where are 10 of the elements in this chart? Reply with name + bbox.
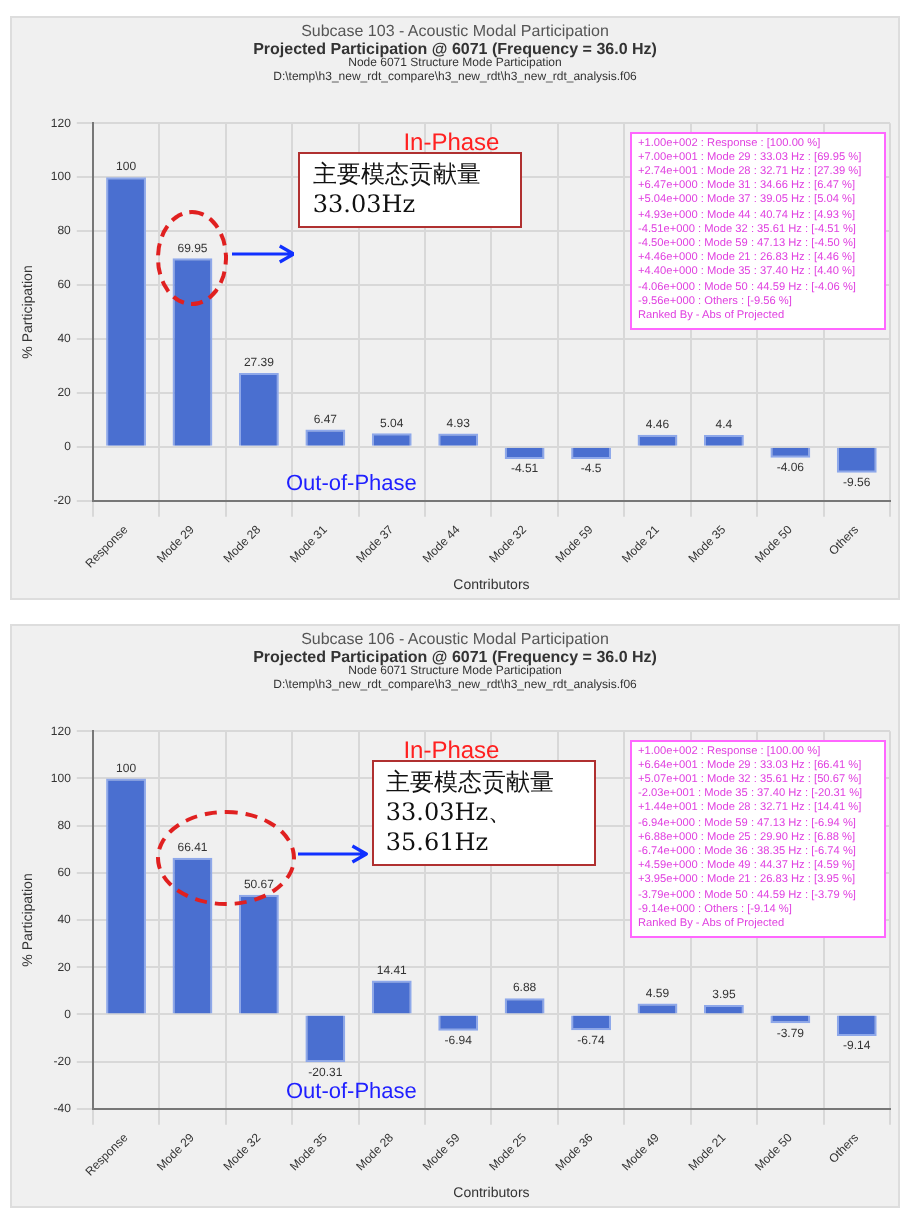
chart-subtitle: Projected Participation @ 6071 (Frequency = 36.0 Hz) <box>251 648 659 667</box>
annotation: Out-of-Phase <box>285 472 417 497</box>
annotation: 主要模态贡献量33.03Hz、35.61Hz <box>385 767 554 856</box>
annotation: 主要模态贡献量33.03Hz <box>312 159 481 218</box>
chart-subtitle: Projected Participation @ 6071 (Frequency = 36.0 Hz) <box>251 40 659 59</box>
annotation: In-Phase <box>403 735 500 764</box>
annotation: In-Phase <box>403 127 500 156</box>
chart-title: Subcase 103 - Acoustic Modal Participation <box>299 22 611 41</box>
chart-title: Subcase 106 - Acoustic Modal Participation <box>299 630 611 649</box>
annotation: Out-of-Phase <box>285 1080 417 1105</box>
